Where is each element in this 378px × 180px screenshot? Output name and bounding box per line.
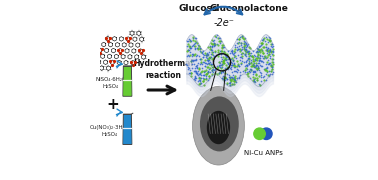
Polygon shape <box>123 80 132 96</box>
Text: +: + <box>107 97 119 112</box>
Circle shape <box>254 128 265 140</box>
Ellipse shape <box>207 111 230 144</box>
Circle shape <box>260 128 272 140</box>
Text: Hydrothermal
reaction: Hydrothermal reaction <box>133 59 193 80</box>
Polygon shape <box>123 66 132 96</box>
Text: Ni-Cu ANPs: Ni-Cu ANPs <box>243 150 282 156</box>
Text: NiSO₄·6H₂O
H₂SO₄: NiSO₄·6H₂O H₂SO₄ <box>95 77 127 89</box>
Text: Gluconolactone: Gluconolactone <box>209 4 288 13</box>
Text: -2e⁻: -2e⁻ <box>214 18 234 28</box>
Ellipse shape <box>200 96 239 151</box>
Polygon shape <box>123 114 132 145</box>
Text: Cu(NO₃)₂·3H₂O
H₂SO₄: Cu(NO₃)₂·3H₂O H₂SO₄ <box>90 125 130 137</box>
Polygon shape <box>123 128 132 144</box>
Ellipse shape <box>192 86 244 165</box>
Text: Glucose: Glucose <box>179 4 219 13</box>
